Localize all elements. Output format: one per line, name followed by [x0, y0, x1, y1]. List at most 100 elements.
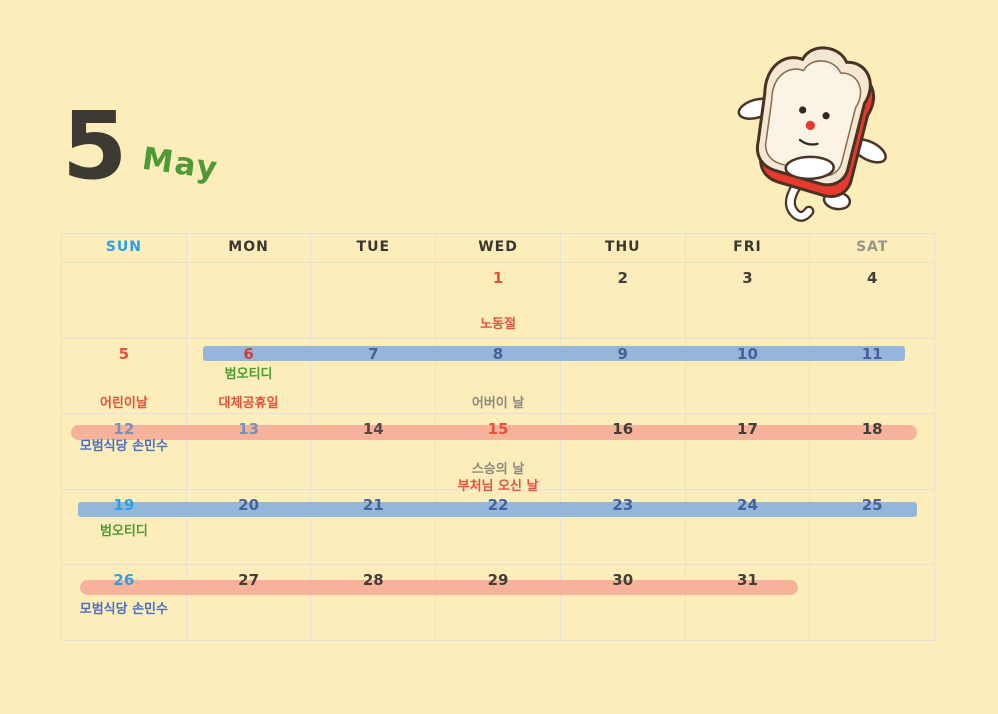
day-number: 7: [368, 344, 379, 363]
day-number: 19: [113, 495, 135, 514]
day-number: 17: [737, 420, 758, 439]
weekday-header-label: FRI: [733, 239, 762, 255]
weekday-header-row: SUN MON TUE WED THU FRI SAT: [62, 234, 934, 262]
day-number: 16: [612, 420, 634, 439]
week-row-4: 19 범오티디 20 21 22 23 24 25: [62, 488, 934, 565]
week-row-2: 5 어린이날 6 범오티디 대체공휴일 7 8 어버이 날 9 10 11: [62, 337, 934, 414]
weekday-header-thu: THU: [559, 234, 685, 262]
event-label: 모범식당 손민수: [79, 602, 168, 618]
event-label: 스승의 날: [471, 462, 525, 478]
month-number: 5: [62, 92, 128, 201]
calendar-grid: SUN MON TUE WED THU FRI SAT 1 노동절 2 3 4 5 어린이날 6 범오티디 대체…: [61, 233, 935, 641]
day-cell-15[interactable]: 15 스승의 날 부처님 오신 날: [435, 414, 560, 494]
day-cell-4[interactable]: 4: [809, 263, 934, 338]
day-number: 24: [737, 495, 758, 514]
day-cell-30[interactable]: 30: [559, 565, 685, 640]
day-cell-17[interactable]: 17: [684, 414, 810, 489]
day-cell-16[interactable]: 16: [559, 414, 685, 489]
weekday-header-label: WED: [478, 239, 518, 255]
day-cell-empty[interactable]: [809, 565, 934, 640]
day-number: 23: [612, 495, 634, 514]
day-number: 10: [737, 344, 758, 363]
day-number: 5: [118, 344, 130, 363]
day-number: 14: [362, 420, 384, 439]
event-label: 모범식당 손민수: [79, 439, 168, 455]
day-cell-29[interactable]: 29: [435, 565, 560, 640]
event-label: 어버이 날: [471, 395, 525, 411]
day-cell-5[interactable]: 5 어린이날: [62, 339, 186, 414]
day-cell-7[interactable]: 7: [310, 338, 435, 414]
day-cell-10[interactable]: 10: [684, 338, 810, 414]
day-number: 22: [487, 495, 509, 514]
event-highlight-bar-19-25[interactable]: [78, 502, 917, 517]
day-cell-9[interactable]: 9: [559, 338, 685, 414]
day-number: 2: [617, 269, 628, 287]
day-number: 9: [617, 344, 628, 363]
day-cell-19[interactable]: 19 범오티디: [62, 490, 186, 565]
day-cell-13[interactable]: 13: [185, 414, 311, 489]
day-cell-14[interactable]: 14: [310, 414, 435, 489]
day-number: 20: [238, 495, 260, 514]
day-cell-empty[interactable]: [310, 263, 435, 338]
day-cell-8[interactable]: 8 어버이 날: [435, 338, 560, 414]
day-cell-12[interactable]: 12 모범식당 손민수: [62, 414, 186, 489]
weekday-header-label: MON: [228, 239, 269, 255]
toast-mascot-icon: [737, 46, 887, 222]
day-cell-20[interactable]: 20: [185, 489, 311, 565]
day-cell-28[interactable]: 28: [310, 565, 435, 640]
day-number: 27: [238, 571, 260, 590]
event-highlight-bar-26-31[interactable]: [80, 580, 798, 595]
day-cell-6[interactable]: 6 범오티디 대체공휴일: [185, 338, 311, 414]
weekday-header-wed: WED: [435, 234, 560, 262]
day-cell-empty[interactable]: [185, 263, 311, 338]
weekday-header-fri: FRI: [684, 234, 810, 262]
event-highlight-bar-6-11[interactable]: [203, 346, 905, 361]
weekday-header-label: SAT: [855, 239, 889, 255]
event-label: 어린이날: [99, 395, 148, 411]
day-cell-11[interactable]: 11: [809, 338, 934, 414]
day-cell-31[interactable]: 31: [684, 565, 810, 640]
day-cell-21[interactable]: 21: [310, 489, 435, 565]
day-cell-25[interactable]: 25: [809, 489, 934, 565]
event-highlight-bar-12-18[interactable]: [71, 425, 917, 440]
day-cell-1[interactable]: 1 노동절: [435, 263, 560, 338]
day-number: 6: [243, 344, 254, 363]
day-number: 18: [861, 420, 883, 439]
month-name: May: [139, 140, 222, 188]
day-cell-3[interactable]: 3: [684, 263, 810, 338]
day-number: 8: [492, 344, 504, 363]
day-number: 28: [362, 571, 384, 590]
weekday-header-label: SUN: [105, 239, 142, 255]
weekday-header-label: THU: [604, 239, 641, 255]
weekday-header-label: TUE: [356, 239, 391, 255]
day-cell-24[interactable]: 24: [684, 489, 810, 565]
week-row-5: 26 모범식당 손민수 27 28 29 30 31: [62, 564, 934, 640]
event-label: 범오티디: [224, 366, 273, 382]
day-cell-23[interactable]: 23: [559, 489, 685, 565]
weekday-header-sat: SAT: [809, 234, 934, 262]
weekday-header-sun: SUN: [62, 234, 186, 262]
day-cell-22[interactable]: 22: [435, 489, 560, 565]
day-cell-2[interactable]: 2: [559, 263, 685, 338]
day-cell-18[interactable]: 18: [809, 414, 934, 489]
day-number: 30: [612, 571, 634, 590]
week-row-3: 12 모범식당 손민수 13 14 15 스승의 날 부처님 오신 날 16 17 18: [62, 413, 934, 494]
week-row-1: 1 노동절 2 3 4: [62, 262, 934, 338]
day-cell-27[interactable]: 27: [185, 565, 311, 640]
day-number: 15: [487, 420, 509, 439]
day-number: 13: [238, 420, 260, 439]
weekday-header-tue: TUE: [310, 234, 435, 262]
event-label: 노동절: [480, 317, 516, 332]
day-cell-empty[interactable]: [62, 263, 186, 338]
event-label: 범오티디: [99, 523, 148, 539]
day-number: 21: [362, 495, 384, 514]
day-number: 3: [742, 269, 753, 287]
day-number: 1: [492, 269, 504, 287]
day-number: 12: [113, 420, 135, 439]
event-label: 부처님 오신 날: [457, 479, 539, 495]
day-number: 26: [113, 571, 135, 590]
day-number: 4: [866, 269, 878, 287]
weekday-header-mon: MON: [185, 234, 311, 262]
day-cell-26[interactable]: 26 모범식당 손민수: [62, 565, 186, 640]
